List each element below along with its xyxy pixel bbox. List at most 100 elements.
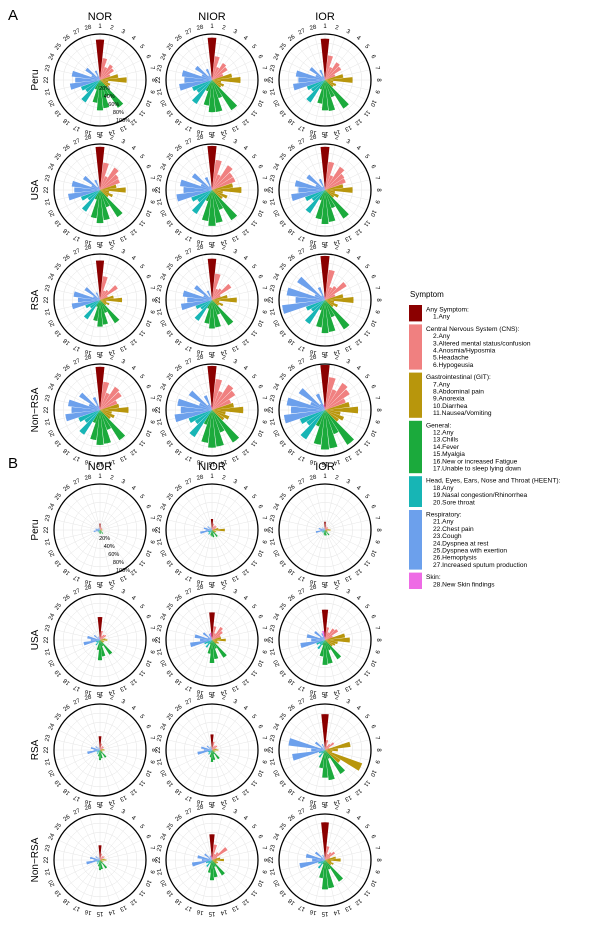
grid-spoke bbox=[71, 823, 101, 861]
bar-symptom-8 bbox=[100, 407, 129, 413]
bar-symptom-27 bbox=[319, 69, 325, 80]
spoke-label-3: 3 bbox=[120, 29, 126, 36]
bar-symptom-17 bbox=[315, 410, 325, 427]
grid-spoke bbox=[99, 818, 121, 861]
spoke-label-28: 28 bbox=[309, 245, 317, 252]
bar-symptom-4 bbox=[100, 167, 119, 190]
bar-symptom-1 bbox=[321, 822, 329, 860]
bar-symptom-3 bbox=[212, 746, 214, 750]
grid-spoke bbox=[211, 529, 249, 559]
grid-spoke bbox=[296, 823, 326, 861]
bar-symptom-22 bbox=[200, 638, 212, 642]
spoke-label-5: 5 bbox=[250, 374, 257, 381]
bar-symptom-12 bbox=[100, 300, 120, 324]
polar-plot-B-2-nior: 1 234567891011121314151617181920212223242… bbox=[156, 694, 268, 806]
spoke-label-2: 2 bbox=[221, 25, 226, 32]
spoke-label-21: 21 bbox=[157, 867, 164, 875]
grid-spoke bbox=[211, 529, 254, 551]
polar-plot-A-0-nior: 1 234567891011121314151617181920212223242… bbox=[156, 24, 268, 136]
spoke-label-13: 13 bbox=[118, 794, 127, 803]
spoke-label-7: 7 bbox=[260, 846, 267, 851]
bar-symptom-18 bbox=[192, 190, 212, 215]
bar-symptom-25 bbox=[306, 174, 325, 190]
bar-symptom-10 bbox=[325, 300, 338, 308]
grid-spoke bbox=[71, 493, 101, 531]
spoke-label-3: 3 bbox=[345, 139, 351, 146]
spoke-label-13: 13 bbox=[118, 344, 127, 353]
grid-spoke bbox=[324, 529, 346, 572]
spoke-label-16: 16 bbox=[309, 348, 317, 355]
bar-symptom-20 bbox=[192, 80, 212, 92]
bar-symptom-1 bbox=[98, 845, 102, 860]
bar-symptom-5 bbox=[325, 527, 329, 530]
spoke-label-26: 26 bbox=[287, 254, 296, 263]
grid-spoke bbox=[283, 839, 326, 861]
bar-symptom-21 bbox=[200, 530, 212, 534]
spoke-label-3: 3 bbox=[232, 359, 238, 366]
spoke-label-15: 15 bbox=[208, 350, 215, 356]
grid-spoke bbox=[324, 519, 370, 531]
grid-spoke bbox=[89, 255, 101, 301]
bar-symptom-10 bbox=[212, 80, 225, 87]
bar-symptom-23 bbox=[68, 399, 100, 410]
spoke-label-9: 9 bbox=[260, 539, 267, 544]
bar-symptom-9 bbox=[325, 750, 333, 753]
bar-symptom-4 bbox=[100, 386, 120, 410]
grid-spoke bbox=[304, 529, 326, 572]
grid-spoke bbox=[314, 145, 326, 191]
bar-symptom-17 bbox=[319, 190, 325, 201]
grid-spoke bbox=[89, 35, 101, 81]
spoke-label-3: 3 bbox=[120, 809, 126, 816]
spoke-label-3: 3 bbox=[232, 249, 238, 256]
bar-symptom-9 bbox=[212, 300, 220, 303]
bar-symptom-10 bbox=[100, 300, 110, 306]
spoke-label-11: 11 bbox=[137, 669, 146, 678]
polar-plot-A-1-ior: 1 234567891011121314151617181920212223242… bbox=[269, 134, 381, 246]
bar-symptom-10 bbox=[100, 860, 104, 862]
bar-symptom-25 bbox=[79, 392, 100, 410]
polar-plot-B-0-nor: 1 234567891011121314151617181920212223242… bbox=[44, 474, 156, 586]
bar-symptom-13 bbox=[212, 530, 214, 534]
bar-symptom-25 bbox=[314, 630, 325, 640]
grid-spoke bbox=[324, 501, 362, 531]
bar-symptom-22 bbox=[93, 749, 100, 751]
polar-plot-B-1-ior: 1 234567891011121314151617181920212223242… bbox=[269, 584, 381, 696]
spoke-label-20: 20 bbox=[273, 768, 282, 777]
bar-symptom-16 bbox=[207, 860, 212, 873]
grid-spoke bbox=[296, 43, 326, 81]
grid-spoke bbox=[89, 365, 101, 411]
spoke-label-16: 16 bbox=[84, 348, 92, 355]
spoke-label-24: 24 bbox=[273, 52, 282, 61]
spoke-label-23: 23 bbox=[45, 844, 52, 852]
grid-spoke bbox=[99, 639, 142, 661]
grid-spoke bbox=[324, 529, 370, 541]
bar-symptom-27 bbox=[94, 70, 100, 80]
bar-symptom-12 bbox=[212, 750, 220, 760]
spoke-label-14: 14 bbox=[107, 458, 115, 465]
bar-symptom-16 bbox=[90, 410, 100, 441]
bar-symptom-24 bbox=[200, 183, 212, 190]
spoke-label-16: 16 bbox=[196, 238, 204, 245]
spoke-label-8: 8 bbox=[150, 748, 156, 752]
spoke-label-21: 21 bbox=[270, 87, 277, 95]
spoke-label-1: 1 bbox=[210, 24, 214, 30]
spoke-label-7: 7 bbox=[148, 176, 155, 181]
bar-symptom-21 bbox=[197, 750, 212, 755]
bar-symptom-12 bbox=[212, 300, 234, 326]
spoke-label-28: 28 bbox=[196, 805, 204, 812]
bar-symptom-7 bbox=[100, 184, 117, 190]
grid-spoke bbox=[99, 831, 137, 861]
bar-symptom-9 bbox=[212, 80, 222, 83]
spoke-label-24: 24 bbox=[48, 502, 57, 511]
spoke-label-14: 14 bbox=[332, 578, 340, 585]
spoke-label-11: 11 bbox=[362, 779, 371, 788]
bar-symptom-19 bbox=[208, 750, 212, 753]
grid-spoke bbox=[99, 839, 142, 861]
bar-symptom-1 bbox=[97, 616, 103, 640]
spoke-label-27: 27 bbox=[298, 28, 307, 37]
bar-symptom-9 bbox=[100, 190, 110, 193]
bar-symptom-19 bbox=[311, 80, 325, 92]
spoke-label-1: 1 bbox=[98, 354, 102, 360]
spoke-label-1: 1 bbox=[210, 804, 214, 810]
bar-symptom-1 bbox=[324, 521, 326, 530]
